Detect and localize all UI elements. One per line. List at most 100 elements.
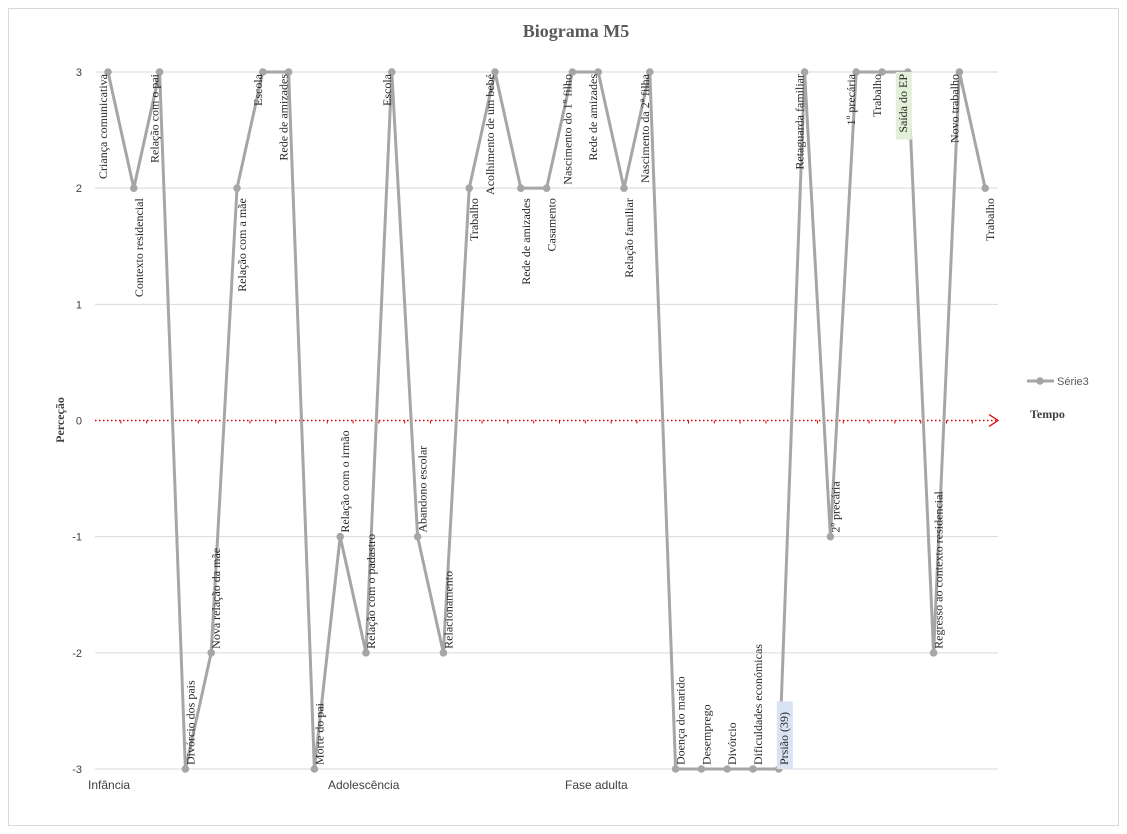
point-label-group: Morte do pai <box>312 702 326 765</box>
point-label-group: Rede de amizades <box>586 74 600 161</box>
data-point <box>697 765 706 773</box>
point-label: Nascimento do 1º filho <box>560 74 574 185</box>
point-label: Novo trabalho <box>947 74 961 143</box>
point-label-group: Relação com o padastro <box>364 534 378 649</box>
y-tick-label: -1 <box>72 532 82 544</box>
chart-frame <box>8 8 1119 826</box>
point-label: Relação com o padastro <box>364 534 378 649</box>
point-label-group: Doença do marido <box>674 676 688 765</box>
point-label: Relação com a mãe <box>235 198 249 292</box>
point-label-group: Novo trabalho <box>947 74 961 143</box>
y-tick-label: 2 <box>76 183 82 195</box>
data-point <box>878 68 886 76</box>
y-tick-label: 3 <box>76 67 82 79</box>
point-label-group: Relação familiar <box>622 198 636 278</box>
data-point <box>362 649 370 657</box>
data-point <box>929 649 938 657</box>
data-point <box>310 765 319 773</box>
point-label-group: Retaguarda familiar <box>793 74 807 170</box>
time-axis <box>95 413 1000 428</box>
legend: Série3 <box>1027 376 1089 388</box>
y-tick-label: 1 <box>76 299 82 311</box>
time-axis-label: Tempo <box>1030 407 1065 421</box>
data-point <box>671 765 680 773</box>
data-point <box>594 68 602 76</box>
point-label-group: 2º precária <box>828 481 842 533</box>
data-point <box>259 68 267 76</box>
point-label: Morte do pai <box>312 702 326 765</box>
phase-label: Adolescência <box>328 778 400 792</box>
point-label: Nova relação da mãe <box>209 548 223 649</box>
label-highlight <box>895 72 912 140</box>
point-label: Dificuldades económicas <box>751 644 765 765</box>
point-label-group: Dificuldades económicas <box>751 644 765 765</box>
data-point <box>981 184 989 192</box>
point-label-group: Nascimento do 1º filho <box>560 74 574 185</box>
point-label: Relação familiar <box>622 198 636 278</box>
point-label: Casamento <box>545 198 559 251</box>
gridlines <box>95 71 998 770</box>
point-label-group: Saída do EP <box>895 72 912 140</box>
point-label-group: Regresso ao contexto residencial <box>932 491 946 649</box>
point-label: Prsião (39) <box>777 712 791 765</box>
point-label: Abandono escolar <box>416 446 430 533</box>
y-tick-label: 0 <box>76 416 82 428</box>
data-point <box>826 532 835 541</box>
point-label: Criança comunicativa <box>96 73 110 179</box>
point-label-group: Trabalho <box>870 74 884 117</box>
point-label-group: Divórcio dos pais <box>183 680 197 765</box>
data-point <box>130 184 138 192</box>
data-point <box>413 532 422 541</box>
data-point <box>517 184 525 192</box>
data-point <box>568 68 577 76</box>
point-label-group: Nova relação da mãe <box>209 548 223 649</box>
data-point <box>181 765 190 773</box>
data-point <box>388 68 396 76</box>
point-label: Divórcio dos pais <box>183 680 197 765</box>
point-label-group: Prsião (39) <box>776 701 793 769</box>
point-label-group: Trabalho <box>983 198 997 241</box>
data-point <box>336 532 345 541</box>
data-point <box>465 184 474 192</box>
y-axis-label: Perceção <box>53 397 67 443</box>
point-label-group: Desemprego <box>699 704 713 765</box>
point-label: Relação com o pai <box>148 73 162 163</box>
point-label: Retaguarda familiar <box>793 74 807 170</box>
point-label-group: Trabalho <box>467 198 481 241</box>
phase-labels: Infância Adolescência Fase adulta <box>88 778 628 792</box>
point-label-group: Relação com o irmão <box>338 430 352 532</box>
phase-label: Fase adulta <box>565 778 628 792</box>
point-label-group: 1º precária <box>844 73 858 125</box>
legend-label: Série3 <box>1057 376 1089 388</box>
data-point <box>955 68 964 76</box>
point-label-group: Abandono escolar <box>416 446 430 533</box>
point-label: Rede de amizades <box>277 74 291 161</box>
point-label-group: Acolhimento de um bebé <box>483 74 497 195</box>
point-label: Desemprego <box>699 704 713 765</box>
data-point <box>207 649 215 657</box>
point-label: Trabalho <box>870 74 884 117</box>
point-label-group: Divórcio <box>725 722 739 765</box>
point-label: Escola <box>251 73 265 106</box>
point-label: Saída do EP <box>896 74 910 133</box>
point-label-group: Casamento <box>545 198 559 251</box>
point-label-group: Escola <box>251 73 265 106</box>
point-label: 1º precária <box>844 73 858 125</box>
point-label-group: Criança comunicativa <box>96 73 110 179</box>
point-label: Contexto residencial <box>132 198 146 298</box>
point-label: Doença do marido <box>674 676 688 765</box>
data-points <box>104 68 989 773</box>
data-point <box>852 68 860 76</box>
y-axis-ticks: 3 2 1 0 -1 -2 -3 <box>72 67 82 776</box>
data-point <box>749 765 757 773</box>
point-label: Rede de amizades <box>586 74 600 161</box>
point-label: Rede de amizades <box>519 198 533 285</box>
point-label-group: Rede de amizades <box>277 74 291 161</box>
data-point <box>542 184 551 192</box>
point-label: Trabalho <box>467 198 481 241</box>
y-tick-label: -2 <box>72 648 82 660</box>
point-label-group: Relação com o pai <box>148 73 162 163</box>
data-point <box>646 68 654 76</box>
chart-title: Biograma M5 <box>523 21 629 41</box>
